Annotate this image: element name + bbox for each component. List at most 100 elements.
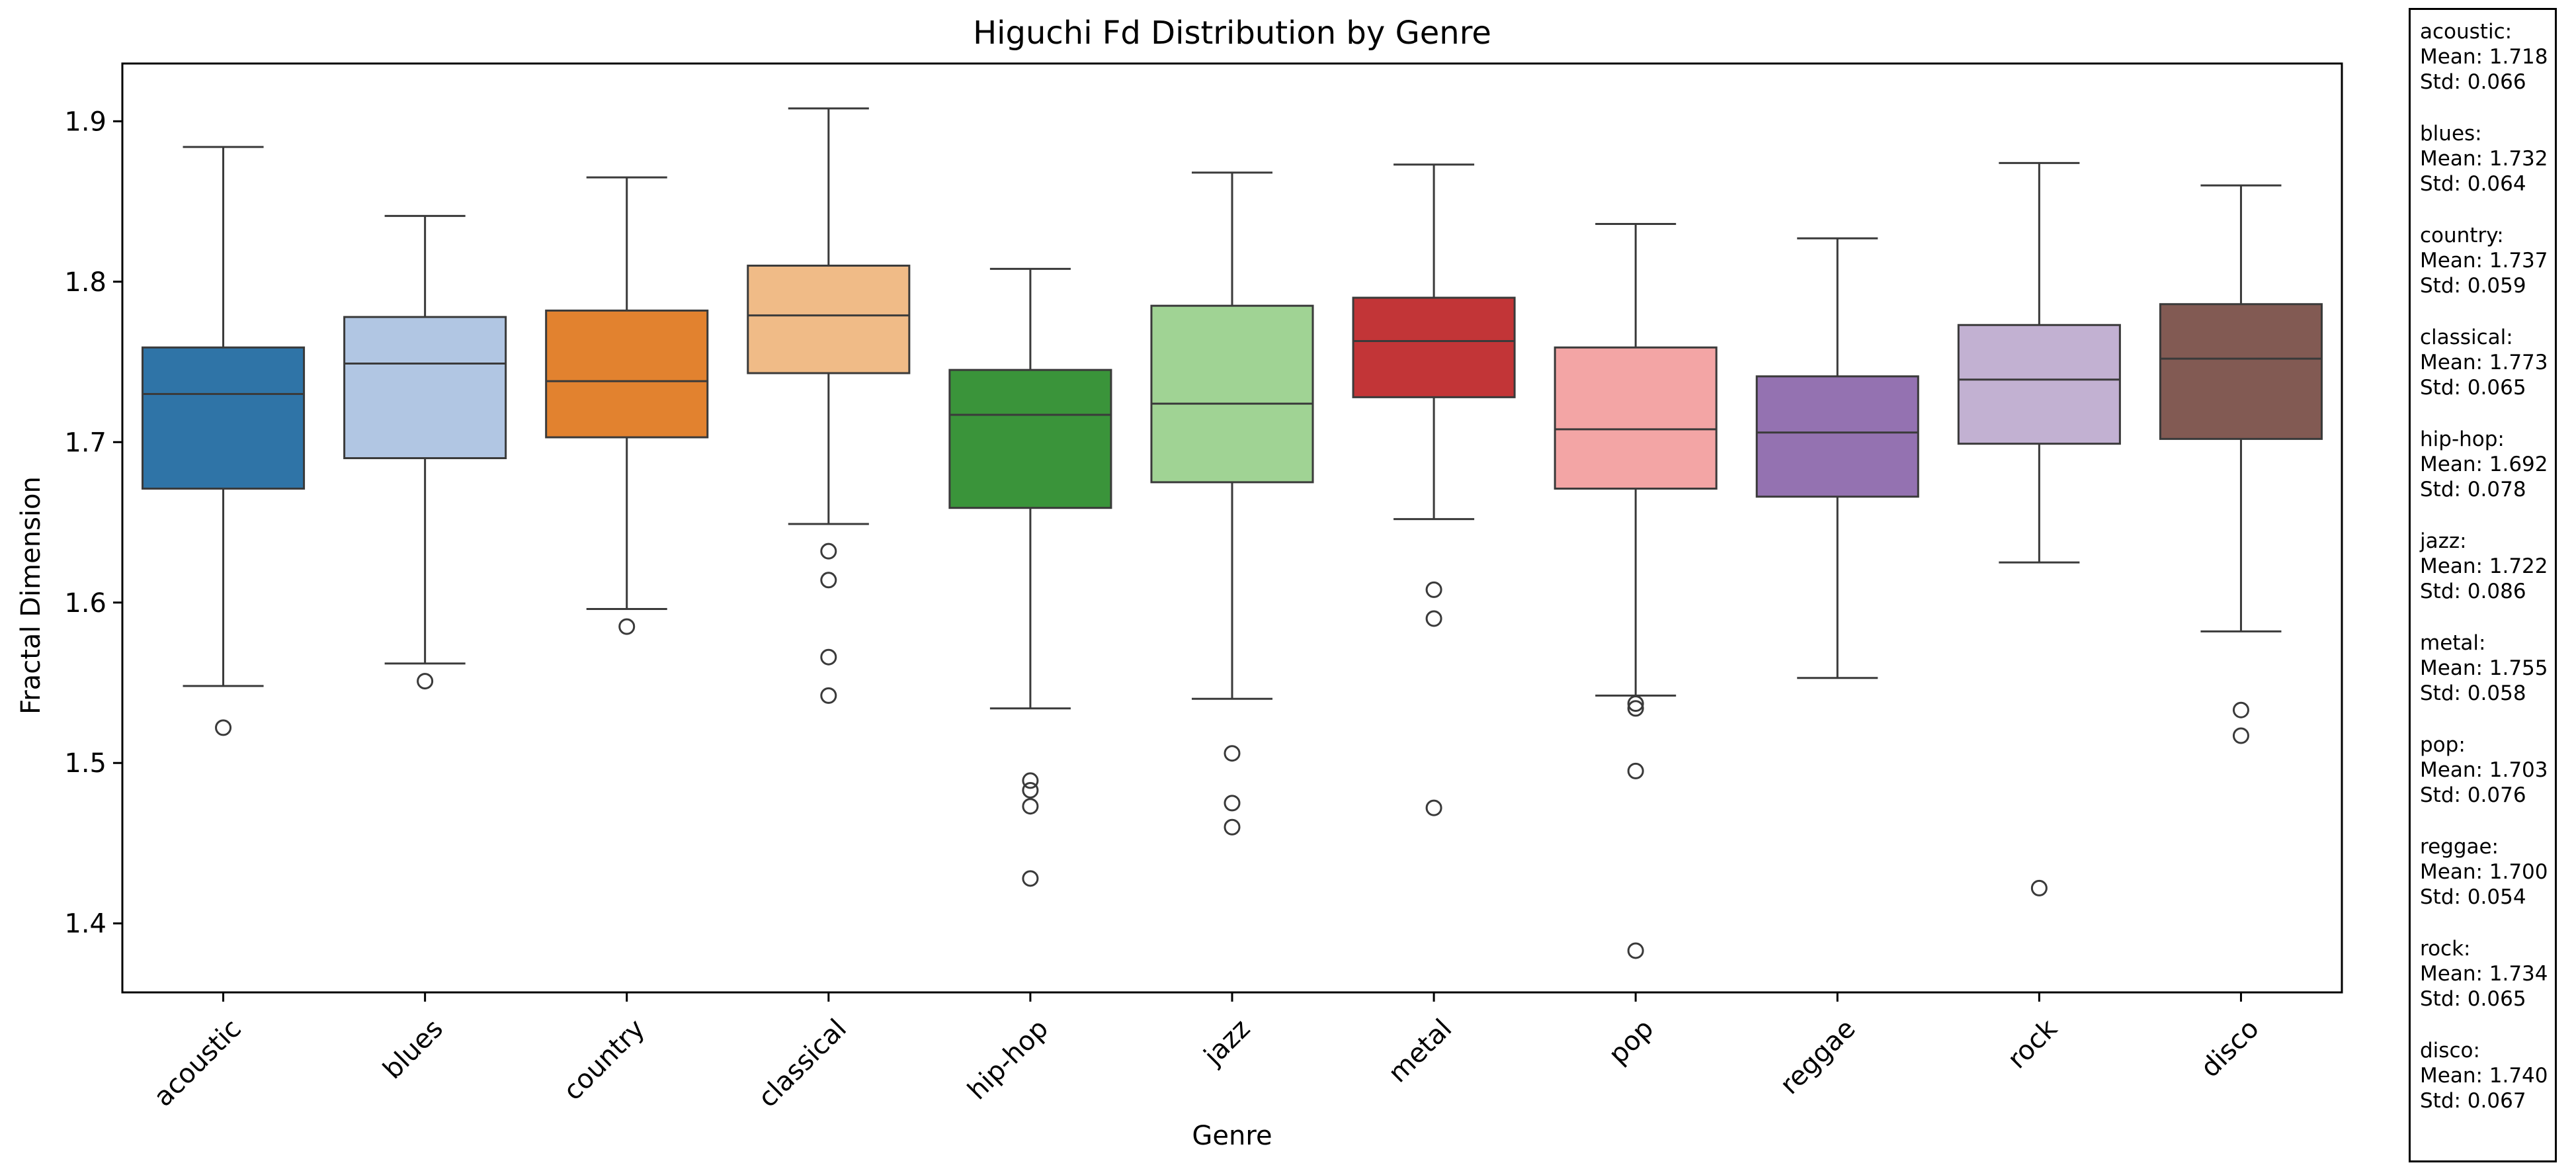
- outlier-point: [1425, 610, 1442, 627]
- stat-genre-label: reggae:: [2420, 835, 2499, 859]
- stat-mean: Mean: 1.700: [2420, 860, 2548, 884]
- stat-mean: Mean: 1.734: [2420, 962, 2548, 986]
- outlier-point: [1627, 700, 1644, 717]
- x-tick-label: jazz: [1198, 1014, 1256, 1072]
- stat-block-pop: pop: Mean: 1.703 Std: 0.076: [2420, 732, 2555, 808]
- stat-mean: Mean: 1.703: [2420, 758, 2548, 782]
- y-tick-label: 1.9: [64, 107, 106, 137]
- stat-std: Std: 0.078: [2420, 478, 2526, 501]
- outlier-point: [1022, 798, 1039, 815]
- stat-mean: Mean: 1.692: [2420, 453, 2548, 476]
- outlier-point: [1224, 795, 1241, 812]
- plot-frame: [121, 62, 2343, 994]
- outlier-point: [820, 543, 837, 560]
- outlier-point: [215, 719, 232, 736]
- stat-std: Std: 0.054: [2420, 885, 2526, 909]
- box-rock: [1957, 324, 2121, 445]
- stat-block-blues: blues: Mean: 1.732 Std: 0.064: [2420, 121, 2555, 196]
- stat-mean: Mean: 1.732: [2420, 147, 2548, 171]
- outlier-point: [820, 687, 837, 704]
- stat-mean: Mean: 1.773: [2420, 351, 2548, 374]
- stat-block-reggae: reggae: Mean: 1.700 Std: 0.054: [2420, 834, 2555, 910]
- x-tick-label: country: [558, 1014, 651, 1107]
- box-metal: [1352, 296, 1516, 398]
- x-tick-label: acoustic: [148, 1014, 247, 1113]
- stat-block-country: country: Mean: 1.737 Std: 0.059: [2420, 223, 2555, 298]
- outlier-point: [1022, 781, 1039, 799]
- plot-area: 1.4 1.5 1.6 1.7 1.8 1.9 acoustic blues country cl…: [64, 107, 2323, 1113]
- stat-genre-label: metal:: [2420, 631, 2486, 655]
- x-tick-label: hip-hop: [962, 1014, 1055, 1106]
- outlier-point: [820, 572, 837, 589]
- x-tick-label: metal: [1383, 1014, 1458, 1089]
- stat-genre-label: pop:: [2420, 733, 2466, 757]
- stats-list: acoustic: Mean: 1.718 Std: 0.066 blues: Mean…: [2420, 19, 2555, 1113]
- stat-mean: Mean: 1.737: [2420, 249, 2548, 273]
- stat-mean: Mean: 1.755: [2420, 656, 2548, 680]
- stat-block-rock: rock: Mean: 1.734 Std: 0.065: [2420, 936, 2555, 1012]
- stat-genre-label: jazz:: [2420, 529, 2467, 553]
- chart-title: Higuchi Fd Distribution by Genre: [973, 15, 1491, 52]
- y-tick-label: 1.6: [64, 588, 106, 619]
- box-pop: [1554, 346, 1718, 490]
- stats-panel: acoustic: Mean: 1.718 Std: 0.066 blues: Mean…: [2409, 8, 2557, 1162]
- box-classical: [747, 265, 911, 374]
- stat-std: Std: 0.058: [2420, 681, 2526, 705]
- outlier-point: [1425, 581, 1442, 598]
- stat-genre-label: hip-hop:: [2420, 427, 2505, 451]
- x-tick-label: disco: [2195, 1014, 2265, 1084]
- outlier-point: [417, 673, 434, 690]
- x-axis-label: Genre: [1192, 1121, 1272, 1151]
- x-tick-label: classical: [753, 1014, 852, 1113]
- outlier-point: [618, 618, 636, 635]
- stat-std: Std: 0.059: [2420, 274, 2526, 298]
- outlier-point: [2030, 879, 2048, 896]
- stat-genre-label: rock:: [2420, 937, 2471, 961]
- stat-genre-label: country:: [2420, 224, 2504, 247]
- outlier-point: [1627, 762, 1644, 779]
- stat-mean: Mean: 1.740: [2420, 1064, 2548, 1088]
- stat-mean: Mean: 1.718: [2420, 45, 2548, 69]
- box-reggae: [1755, 375, 1919, 498]
- stat-std: Std: 0.086: [2420, 580, 2526, 603]
- outlier-point: [1022, 870, 1039, 887]
- x-tick-label: pop: [1603, 1014, 1660, 1070]
- stat-std: Std: 0.066: [2420, 70, 2526, 94]
- stat-std: Std: 0.064: [2420, 172, 2526, 196]
- stat-genre-label: blues:: [2420, 122, 2482, 146]
- outlier-point: [1022, 772, 1039, 789]
- x-tick-label: reggae: [1774, 1014, 1862, 1101]
- box-disco: [2159, 303, 2323, 440]
- outlier-point: [1627, 695, 1644, 713]
- stat-genre-label: classical:: [2420, 326, 2513, 349]
- box-country: [545, 309, 709, 439]
- stat-std: Std: 0.065: [2420, 987, 2526, 1011]
- box-jazz: [1150, 304, 1314, 484]
- stat-block-metal: metal: Mean: 1.755 Std: 0.058: [2420, 630, 2555, 706]
- y-axis-label: Fractal Dimension: [16, 476, 46, 715]
- stat-mean: Mean: 1.722: [2420, 554, 2548, 578]
- stat-block-hip-hop: hip-hop: Mean: 1.692 Std: 0.078: [2420, 427, 2555, 502]
- outlier-point: [1224, 818, 1241, 836]
- stat-block-classical: classical: Mean: 1.773 Std: 0.065: [2420, 325, 2555, 400]
- y-tick-label: 1.4: [64, 909, 106, 939]
- box-plot-chart: Higuchi Fd Distribution by Genre Fractal…: [16, 15, 2343, 1151]
- stat-block-jazz: jazz: Mean: 1.722 Std: 0.086: [2420, 529, 2555, 604]
- box-hip-hop: [948, 369, 1112, 509]
- outlier-point: [820, 648, 837, 666]
- outlier-point: [2232, 701, 2249, 718]
- x-tick-label: blues: [378, 1014, 449, 1085]
- stat-block-disco: disco: Mean: 1.740 Std: 0.067: [2420, 1038, 2555, 1113]
- outlier-point: [1425, 799, 1442, 816]
- y-tick-label: 1.8: [64, 267, 106, 298]
- x-tick-label: rock: [2002, 1013, 2063, 1074]
- y-tick-label: 1.5: [64, 748, 106, 779]
- stat-genre-label: acoustic:: [2420, 20, 2513, 44]
- box-acoustic: [142, 346, 306, 490]
- box-blues: [343, 316, 507, 460]
- y-tick-label: 1.7: [64, 427, 106, 458]
- stat-std: Std: 0.067: [2420, 1089, 2526, 1113]
- stat-genre-label: disco:: [2420, 1039, 2480, 1063]
- outlier-point: [1224, 745, 1241, 762]
- outlier-point: [1627, 942, 1644, 959]
